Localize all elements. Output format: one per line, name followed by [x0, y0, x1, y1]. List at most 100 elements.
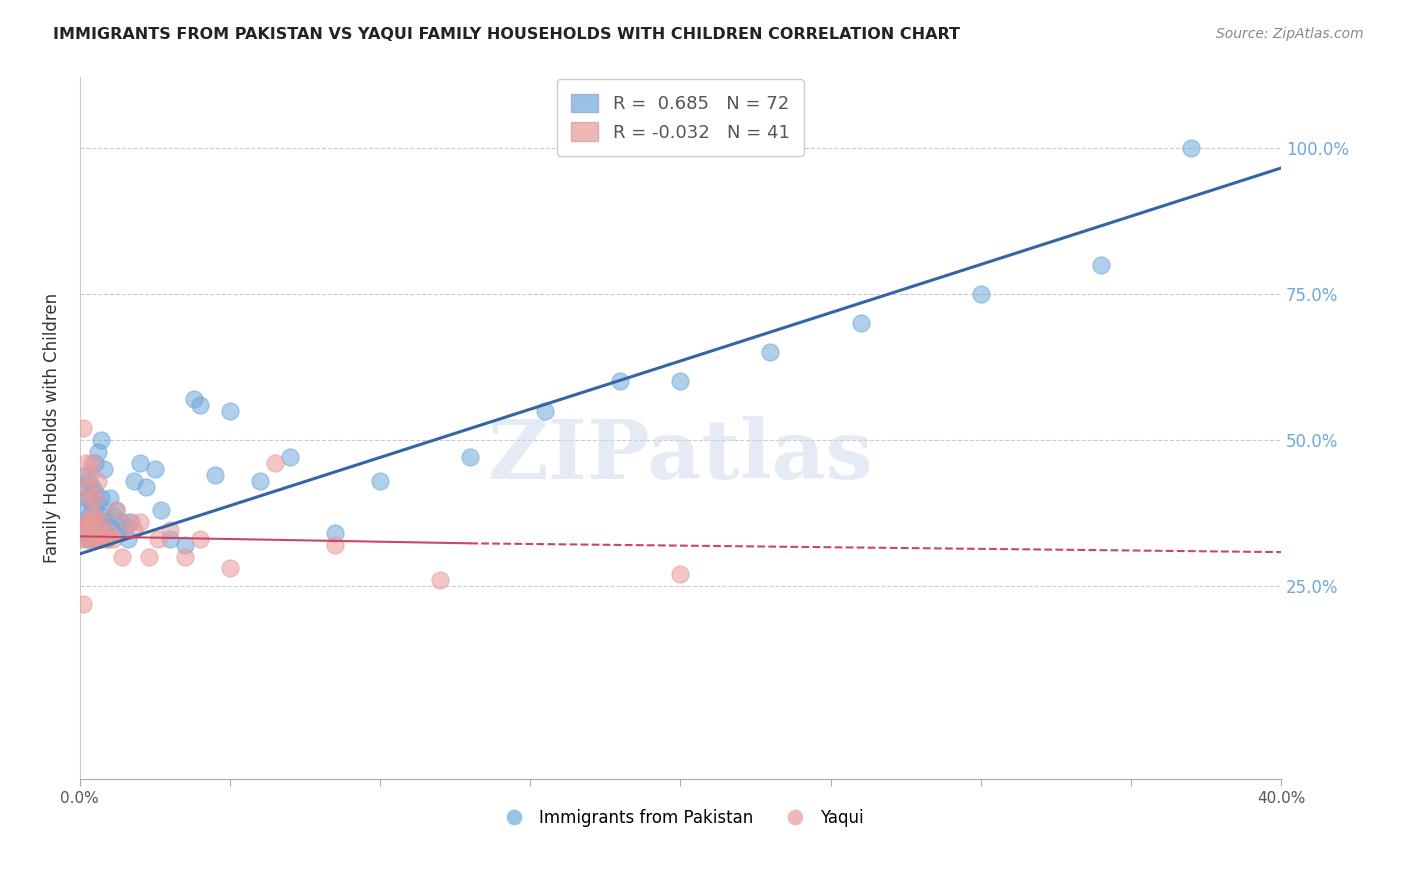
Point: [323, 538, 346, 552]
Point: [96, 515, 118, 529]
Point: [83, 533, 105, 547]
Point: [70, 533, 93, 547]
Text: ZIPatlas: ZIPatlas: [488, 417, 873, 496]
Point: [77, 467, 100, 482]
Point: [70, 524, 93, 538]
Point: [111, 515, 134, 529]
Point: [87, 520, 110, 534]
Point: [77, 491, 100, 506]
Point: [72, 480, 94, 494]
Point: [98, 491, 121, 506]
Point: [104, 503, 127, 517]
Point: [75, 515, 97, 529]
Point: [149, 503, 172, 517]
Point: [219, 561, 242, 575]
Point: [77, 520, 100, 534]
Point: [249, 474, 271, 488]
Point: [80, 456, 103, 470]
Point: [80, 480, 103, 494]
Point: [429, 573, 451, 587]
Point: [174, 538, 197, 552]
Point: [90, 533, 112, 547]
Point: [669, 567, 692, 582]
Point: [90, 491, 112, 506]
Point: [129, 456, 152, 470]
Y-axis label: Family Households with Children: Family Households with Children: [44, 293, 60, 563]
Point: [120, 515, 142, 529]
Point: [83, 520, 105, 534]
Point: [93, 462, 115, 476]
Point: [143, 462, 166, 476]
Point: [80, 497, 103, 511]
Point: [188, 398, 211, 412]
Point: [87, 444, 110, 458]
Point: [117, 515, 139, 529]
Point: [90, 433, 112, 447]
Point: [101, 533, 124, 547]
Point: [129, 515, 152, 529]
Point: [77, 515, 100, 529]
Point: [90, 515, 112, 529]
Point: [849, 316, 872, 330]
Point: [135, 480, 157, 494]
Text: IMMIGRANTS FROM PAKISTAN VS YAQUI FAMILY HOUSEHOLDS WITH CHILDREN CORRELATION CH: IMMIGRANTS FROM PAKISTAN VS YAQUI FAMILY…: [53, 27, 960, 42]
Point: [219, 403, 242, 417]
Point: [72, 597, 94, 611]
Point: [93, 529, 115, 543]
Point: [138, 549, 160, 564]
Point: [80, 533, 103, 547]
Point: [80, 515, 103, 529]
Point: [87, 497, 110, 511]
Point: [96, 533, 118, 547]
Point: [87, 515, 110, 529]
Point: [669, 375, 692, 389]
Point: [104, 503, 127, 517]
Point: [1180, 140, 1202, 154]
Point: [534, 403, 557, 417]
Point: [98, 520, 121, 534]
Point: [76, 526, 98, 541]
Point: [204, 467, 226, 482]
Point: [108, 526, 131, 541]
Point: [82, 526, 104, 541]
Point: [87, 533, 110, 547]
Point: [83, 491, 105, 506]
Point: [122, 524, 145, 538]
Point: [83, 485, 105, 500]
Point: [73, 524, 96, 538]
Point: [323, 526, 346, 541]
Point: [75, 467, 97, 482]
Point: [759, 345, 782, 359]
Point: [75, 533, 97, 547]
Point: [75, 515, 97, 529]
Point: [75, 456, 97, 470]
Point: [75, 491, 97, 506]
Point: [90, 526, 112, 541]
Point: [83, 503, 105, 517]
Point: [264, 456, 287, 470]
Point: [458, 450, 481, 465]
Point: [75, 480, 97, 494]
Point: [77, 474, 100, 488]
Text: Source: ZipAtlas.com: Source: ZipAtlas.com: [1216, 27, 1364, 41]
Point: [83, 533, 105, 547]
Point: [77, 508, 100, 523]
Point: [72, 520, 94, 534]
Point: [970, 286, 993, 301]
Point: [73, 520, 96, 534]
Point: [98, 526, 121, 541]
Point: [93, 526, 115, 541]
Point: [122, 474, 145, 488]
Point: [159, 533, 181, 547]
Point: [114, 520, 136, 534]
Point: [1090, 258, 1112, 272]
Point: [79, 520, 101, 534]
Point: [77, 533, 100, 547]
Point: [72, 503, 94, 517]
Point: [101, 508, 124, 523]
Point: [77, 491, 100, 506]
Point: [117, 533, 139, 547]
Point: [72, 421, 94, 435]
Point: [146, 533, 169, 547]
Point: [93, 508, 115, 523]
